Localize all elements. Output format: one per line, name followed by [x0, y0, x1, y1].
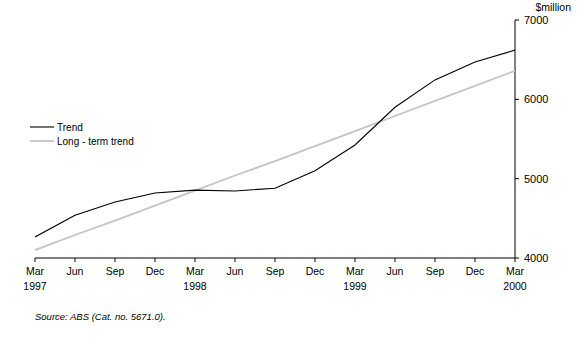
x-tick-label: Dec	[146, 265, 165, 277]
x-tick-label-line: Mar	[346, 265, 365, 277]
x-tick-label-line: Mar	[506, 265, 525, 277]
y-tick-label: 4000	[524, 252, 548, 264]
x-tick-label: Jun	[227, 265, 244, 277]
y-axis-label: $million	[535, 1, 571, 13]
legend-swatch	[30, 140, 54, 142]
y-tick	[515, 99, 519, 100]
x-tick-label-line: 1997	[23, 280, 47, 292]
x-tick	[475, 258, 476, 262]
x-tick-label: Mar 1997	[23, 265, 47, 292]
x-tick	[235, 258, 236, 262]
x-tick-label-line: Mar	[186, 265, 205, 277]
y-tick	[515, 258, 519, 259]
source-note: Source: ABS (Cat. no. 5671.0).	[35, 311, 166, 322]
x-tick	[435, 258, 436, 262]
x-tick-label-line: Jun	[387, 265, 404, 277]
x-tick-label-line: Sep	[426, 265, 445, 277]
x-tick-label: Dec	[466, 265, 485, 277]
x-tick-label-line: Dec	[466, 265, 485, 277]
legend-label: Long - term trend	[57, 136, 134, 147]
x-tick-label-line: Sep	[266, 265, 285, 277]
x-tick	[275, 258, 276, 262]
x-tick-label-line: 1999	[343, 280, 367, 292]
x-tick-label-line: Sep	[106, 265, 125, 277]
x-tick-label: Sep	[266, 265, 285, 277]
chart-root: Mar 1997 Jun Sep Dec Mar 1998 Jun Sep Dec Mar 1999 J…	[0, 0, 579, 338]
y-tick-label: 6000	[524, 93, 548, 105]
x-tick-label: Mar 2000	[503, 265, 527, 292]
x-tick	[35, 258, 36, 262]
x-tick-label-line: 2000	[503, 280, 527, 292]
x-tick-label: Jun	[387, 265, 404, 277]
x-tick-label-line: Dec	[146, 265, 165, 277]
x-tick	[395, 258, 396, 262]
x-tick	[75, 258, 76, 262]
x-tick	[315, 258, 316, 262]
y-tick	[515, 178, 519, 179]
x-tick-label: Jun	[67, 265, 84, 277]
x-tick	[355, 258, 356, 262]
x-tick	[195, 258, 196, 262]
legend-swatch	[30, 126, 54, 127]
x-tick	[515, 258, 516, 262]
series-line	[35, 50, 515, 237]
x-tick	[155, 258, 156, 262]
y-tick-label: 7000	[524, 14, 548, 26]
x-tick-label-line: Jun	[227, 265, 244, 277]
x-tick-label: Dec	[306, 265, 325, 277]
x-tick-label: Mar 1999	[343, 265, 367, 292]
x-tick-label: Sep	[106, 265, 125, 277]
x-tick-label: Mar 1998	[183, 265, 207, 292]
x-tick-label-line: Dec	[306, 265, 325, 277]
x-tick-label-line: Mar	[26, 265, 45, 277]
y-axis	[515, 20, 516, 258]
x-tick-label-line: 1998	[183, 280, 207, 292]
plot-area	[35, 50, 515, 250]
x-tick	[115, 258, 116, 262]
x-tick-label: Sep	[426, 265, 445, 277]
x-tick-label-line: Jun	[67, 265, 84, 277]
y-tick	[515, 20, 519, 21]
chart-svg: Mar 1997 Jun Sep Dec Mar 1998 Jun Sep Dec Mar 1999 J…	[0, 0, 579, 338]
legend-label: Trend	[57, 122, 83, 133]
y-tick-label: 5000	[524, 173, 548, 185]
series-line	[35, 71, 515, 250]
